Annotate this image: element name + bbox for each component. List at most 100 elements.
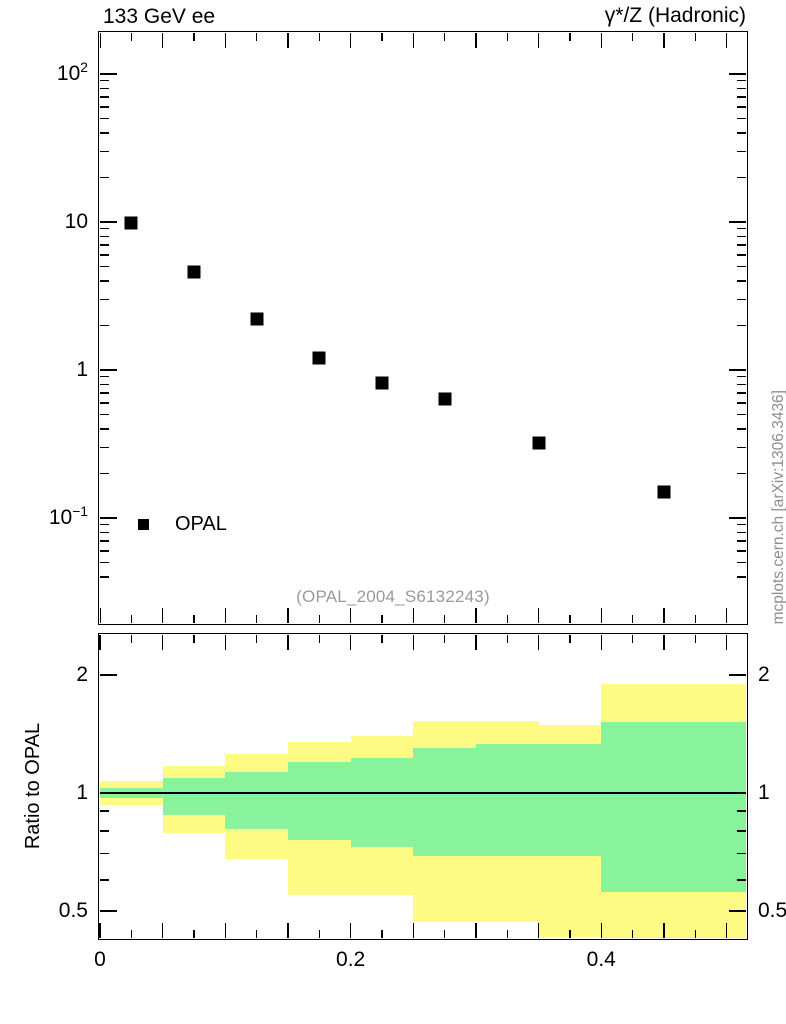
ratio-y-tick-label-left-0: 2 — [76, 663, 88, 686]
ratio-x-tick — [506, 635, 508, 643]
x-tick — [506, 615, 508, 623]
data-point-marker — [532, 436, 546, 450]
ratio-x-tick — [224, 635, 226, 650]
x-tick — [381, 33, 383, 41]
y-tick — [737, 576, 746, 578]
y-tick — [100, 428, 109, 430]
x-tick — [100, 33, 101, 48]
ratio-x-tick — [193, 635, 195, 643]
ratio-inner-band-bin — [601, 721, 746, 892]
ratio-x-tick — [130, 635, 133, 643]
y-tick — [100, 392, 109, 394]
x-axis-tick-label-0: 0 — [94, 948, 106, 971]
main-plot-area — [100, 33, 746, 623]
ratio-y-tick — [729, 910, 746, 912]
ratio-x-tick — [475, 923, 477, 938]
y-tick — [100, 517, 117, 519]
y-tick — [100, 150, 109, 153]
ratio-x-tick — [349, 635, 352, 650]
ratio-inner-band-bin — [413, 748, 476, 857]
x-tick — [349, 608, 352, 623]
x-tick — [663, 608, 665, 623]
y-tick — [100, 531, 109, 534]
x-tick — [631, 33, 634, 41]
x-tick — [412, 33, 414, 48]
ratio-x-tick — [694, 635, 696, 643]
y-tick — [100, 106, 109, 108]
ratio-y-tick — [729, 792, 746, 794]
y-tick — [100, 235, 109, 238]
y-tick — [737, 550, 746, 552]
ratio-inner-band-bin — [350, 757, 414, 847]
y-tick — [100, 132, 109, 134]
ratio-y-tick — [100, 674, 117, 676]
ratio-inner-band-bin — [538, 744, 602, 857]
main-y-tick-label-3: 10−1 — [48, 503, 88, 529]
y-tick — [737, 298, 746, 301]
y-tick — [100, 413, 109, 416]
ratio-x-tick — [161, 635, 164, 650]
x-tick — [193, 615, 195, 623]
legend-marker-opal — [138, 519, 149, 530]
ratio-y-tick — [100, 853, 109, 855]
legend-label-opal: OPAL — [175, 513, 227, 535]
ratio-y-tick — [737, 853, 746, 855]
ratio-x-tick — [725, 923, 728, 938]
x-tick — [443, 615, 446, 623]
y-tick — [737, 392, 746, 394]
ratio-x-tick — [99, 923, 101, 938]
y-tick — [100, 221, 117, 223]
y-tick — [737, 87, 746, 90]
y-tick — [737, 228, 746, 230]
x-tick — [318, 615, 320, 623]
data-point-marker — [187, 265, 201, 279]
y-tick — [737, 132, 746, 134]
ratio-plot-area — [100, 635, 746, 938]
ratio-x-tick — [600, 635, 602, 650]
y-tick — [729, 517, 746, 519]
x-tick — [631, 615, 634, 623]
y-tick — [100, 550, 109, 552]
x-tick — [537, 608, 540, 623]
y-tick — [737, 235, 746, 238]
x-tick — [287, 608, 289, 623]
x-tick — [193, 33, 195, 41]
ratio-x-tick — [569, 635, 571, 643]
y-tick — [737, 428, 746, 430]
y-tick — [729, 369, 746, 371]
y-tick — [737, 446, 746, 449]
ratio-y-tick — [100, 879, 109, 881]
y-tick — [100, 73, 117, 75]
x-axis-tick-label-2: 0.4 — [586, 948, 616, 971]
y-tick — [737, 376, 746, 378]
ratio-x-tick — [255, 930, 258, 938]
ratio-x-tick — [287, 923, 289, 938]
ratio-x-tick — [161, 923, 164, 938]
y-tick — [737, 265, 746, 268]
data-point-marker — [250, 312, 264, 326]
main-y-tick-label-1: 10 — [64, 210, 88, 233]
x-tick — [318, 33, 320, 41]
main-plot-frame — [98, 31, 748, 625]
ratio-x-tick — [255, 635, 258, 643]
ratio-x-tick — [349, 923, 352, 938]
x-tick — [161, 33, 164, 48]
x-tick — [287, 33, 289, 48]
source-watermark: mcplots.cern.ch [arXiv:1306.3436] — [770, 390, 786, 625]
x-tick — [100, 608, 101, 623]
ratio-y-tick — [737, 810, 746, 812]
y-tick — [100, 298, 109, 301]
x-tick — [600, 608, 602, 623]
ratio-x-tick — [381, 930, 383, 938]
ratio-x-tick — [725, 635, 728, 650]
y-tick — [737, 117, 746, 120]
y-tick — [100, 524, 109, 526]
data-point-marker — [438, 392, 452, 406]
y-tick — [737, 402, 746, 404]
x-tick — [224, 33, 226, 48]
ratio-y-tick — [100, 792, 117, 794]
ratio-x-tick — [443, 635, 446, 643]
y-tick — [737, 150, 746, 153]
y-tick — [737, 472, 746, 475]
